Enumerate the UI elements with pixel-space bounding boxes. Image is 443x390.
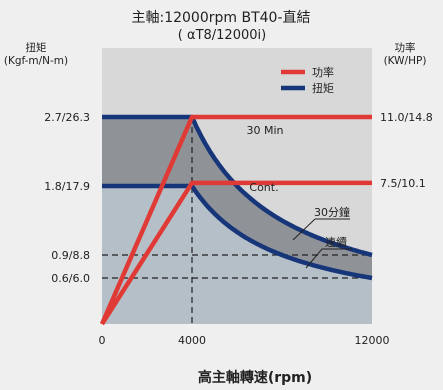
y-left-tick-2: 0.9/8.8 <box>51 249 90 262</box>
legend-label-1: 扭矩 <box>312 81 334 95</box>
annotation-30min-torque: 30分鐘 <box>314 205 350 219</box>
y-left-axis-label-line2: (Kgf-m/N-m) <box>4 55 68 67</box>
annotation-30min: 30 Min <box>246 124 283 137</box>
short-time-torque-band <box>102 117 372 278</box>
y-right-axis-label-line2: (KW/HP) <box>384 55 427 67</box>
y-right-tick-0: 11.0/14.8 <box>380 111 433 124</box>
y-left-tick-0: 2.7/26.3 <box>44 111 90 124</box>
chart-subtitle: ( αT8/12000i) <box>178 28 266 43</box>
torque-30min-line <box>102 114 373 258</box>
annotation-cont-torque: 連續 <box>325 235 347 249</box>
y-right-tick-1: 7.5/10.1 <box>380 177 426 190</box>
x-tick-0: 0 <box>99 334 106 347</box>
power-line-cont <box>100 180 372 326</box>
x-tick-2: 12000 <box>355 334 390 347</box>
chart-title: 主軸:12000rpm BT40-直結 <box>131 9 310 26</box>
x-tick-1: 4000 <box>178 334 206 347</box>
annotation-30min-torque-leader <box>292 218 316 241</box>
legend-label-0: 功率 <box>312 65 334 79</box>
torque-cont-line <box>102 183 373 281</box>
y-left-tick-1: 1.8/17.9 <box>44 180 90 193</box>
y-left-tick-3: 0.6/6.0 <box>51 272 90 285</box>
x-axis-label: 高主軸轉速(rpm) <box>198 369 312 386</box>
annotation-cont-torque-leader <box>305 248 323 269</box>
annotation-cont: Cont. <box>249 181 278 194</box>
y-right-axis-label-line1: 功率 <box>395 41 416 54</box>
power-line-30min <box>99 114 372 325</box>
y-left-axis-label-line1: 扭矩 <box>26 41 47 54</box>
